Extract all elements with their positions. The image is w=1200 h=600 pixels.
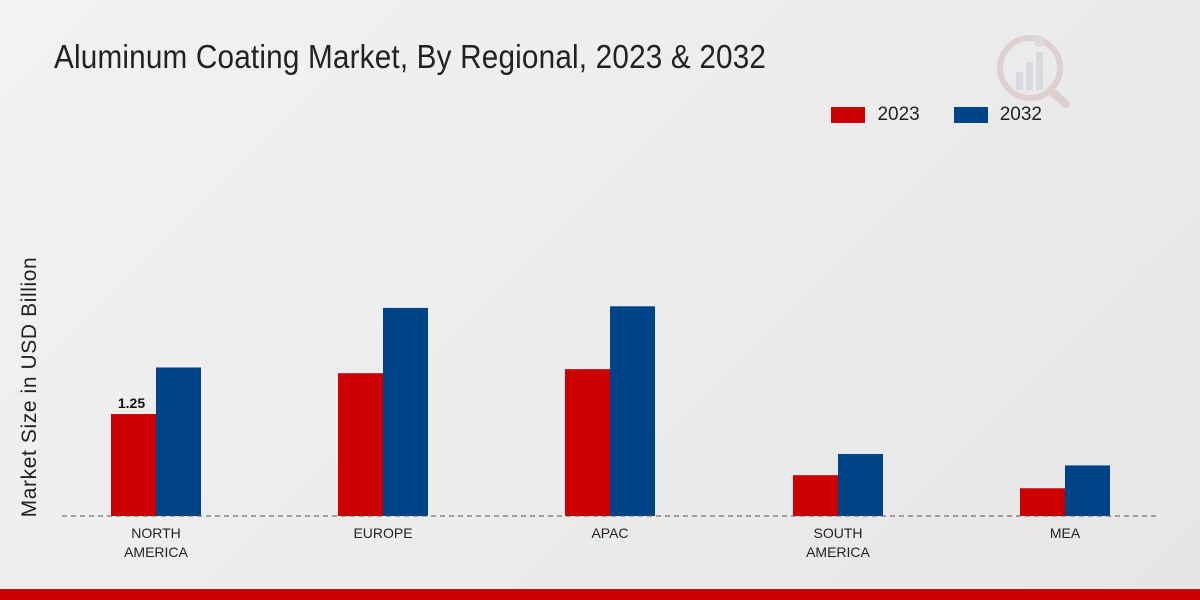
bar-2023-2 xyxy=(565,369,610,516)
legend-item-2023: 2023 xyxy=(831,104,920,126)
x-tick-label: NORTH AMERICA xyxy=(124,525,188,560)
legend-item-2032: 2032 xyxy=(953,104,1042,126)
bar-2023-4 xyxy=(1020,488,1065,516)
bar-2032-3 xyxy=(838,453,883,516)
legend-label-2032: 2032 xyxy=(999,104,1042,125)
bar-2023-3 xyxy=(793,475,838,516)
bar-2023-1 xyxy=(338,373,383,516)
bar-2032-1 xyxy=(383,307,428,516)
bottom-accent-bar xyxy=(0,589,1200,600)
legend-label-2023: 2023 xyxy=(877,104,920,125)
chart-title: Aluminum Coating Market, By Regional, 20… xyxy=(54,38,767,75)
bar-2023-0 xyxy=(111,414,156,516)
bar-2032-2 xyxy=(610,306,655,516)
legend-swatch-2032 xyxy=(953,107,988,123)
legend: 2023 2032 xyxy=(831,104,1042,126)
bar-2032-4 xyxy=(1065,465,1110,516)
data-label: 1.25 xyxy=(118,395,145,411)
watermark-logo-icon xyxy=(997,35,1070,108)
legend-swatch-2023 xyxy=(831,107,866,123)
x-tick-label: SOUTH AMERICA xyxy=(806,525,870,560)
x-tick-label: APAC xyxy=(591,525,628,541)
bar-2032-0 xyxy=(156,367,201,516)
x-tick-label: MEA xyxy=(1050,525,1081,541)
x-tick-label: EUROPE xyxy=(353,525,412,541)
